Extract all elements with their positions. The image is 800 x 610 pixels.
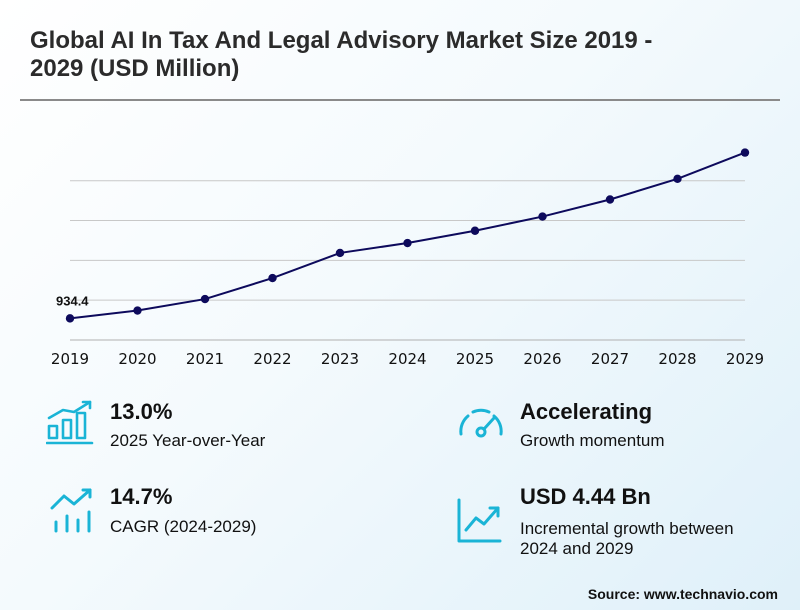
kpi-label: Growth momentum xyxy=(520,431,665,450)
data-point-2023 xyxy=(335,248,345,258)
x-tick-label: 2019 xyxy=(51,350,89,368)
x-tick-label: 2027 xyxy=(591,350,629,368)
chart-title: Global AI In Tax And Legal Advisory Mark… xyxy=(30,27,653,82)
kpi-value: 14.7% xyxy=(110,484,173,509)
data-point-2025 xyxy=(470,226,480,235)
x-tick-label: 2025 xyxy=(456,350,494,368)
data-point-2026 xyxy=(538,212,547,221)
x-tick-label: 2021 xyxy=(186,350,224,368)
x-tick-label: 2028 xyxy=(658,350,696,368)
kpi-label: 2025 Year-over-Year xyxy=(110,431,266,450)
data-point-2019 xyxy=(65,314,75,323)
data-point-2021 xyxy=(200,294,210,304)
data-point-2022 xyxy=(268,273,277,283)
data-point-2020 xyxy=(133,306,142,315)
data-point-2029 xyxy=(740,148,750,157)
upward-trend-chart-icon xyxy=(457,498,502,543)
data-label-2019: 934.4 xyxy=(56,293,89,308)
gridlines xyxy=(70,180,745,341)
x-axis-ticks: 2019 2020 2021 2022 2023 2024 2025 2026 2027 2028… xyxy=(51,350,764,368)
trend-line-bars-icon xyxy=(50,488,92,533)
line-chart: 2019 2020 2021 2022 2023 2024 2025 2026 2027 2028… xyxy=(51,148,764,368)
speedometer-icon xyxy=(459,408,503,438)
data-point-2028 xyxy=(673,174,682,184)
x-tick-label: 2024 xyxy=(388,350,426,368)
series-line xyxy=(69,151,746,320)
kpi-value: 13.0% xyxy=(110,399,173,424)
title-divider xyxy=(20,99,780,101)
kpi-label: Incremental growth between 2024 and 2029 xyxy=(520,519,734,558)
kpi-value: Accelerating xyxy=(520,399,653,424)
bar-chart-growth-icon xyxy=(46,400,94,445)
kpi-value: USD 4.44 Bn xyxy=(520,484,651,509)
x-tick-label: 2026 xyxy=(523,350,561,368)
data-point-2027 xyxy=(605,195,615,204)
x-tick-label: 2023 xyxy=(321,350,359,368)
source-credit: Source: www.technavio.com xyxy=(587,586,778,602)
x-tick-label: 2029 xyxy=(726,350,764,368)
kpi-label: CAGR (2024-2029) xyxy=(110,517,257,536)
data-point-2024 xyxy=(403,238,412,248)
x-tick-label: 2020 xyxy=(118,350,156,368)
data-points xyxy=(65,148,750,323)
x-tick-label: 2022 xyxy=(253,350,291,368)
